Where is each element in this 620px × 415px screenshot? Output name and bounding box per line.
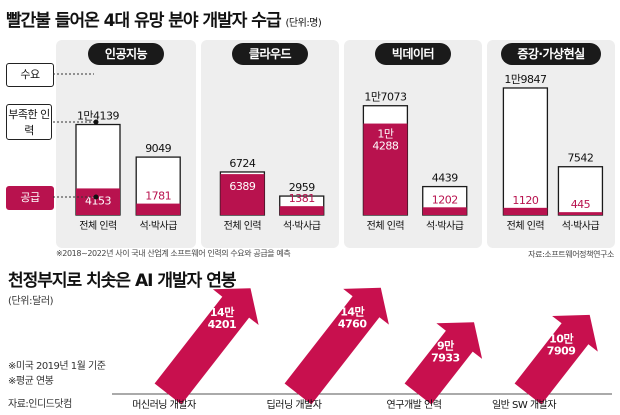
demand-label: 6724 xyxy=(229,157,255,170)
supply-bar xyxy=(363,123,408,215)
salary-note-2: ※평균 연봉 xyxy=(8,376,54,387)
supply-label: 4153 xyxy=(85,194,111,207)
supply-bar xyxy=(503,207,548,215)
salary-note-1: ※미국 2019년 1월 기준 xyxy=(8,361,106,372)
salary-title: 천정부지로 치솟은 AI 개발자 연봉 xyxy=(8,271,236,291)
panel-title-ai: 인공지능 xyxy=(88,43,164,65)
supply-bar xyxy=(220,174,265,215)
chart-title: 빨간불 들어온 4대 유망 분야 개발자 수급 (단위:명) xyxy=(6,6,322,31)
supply-label: 1120 xyxy=(512,194,538,207)
legend-shortage: 부족한 인력 xyxy=(6,104,52,140)
salary-category-label: 일반 SW 개발자 xyxy=(492,399,556,411)
supply-label: 445 xyxy=(571,198,591,211)
demand-label: 7542 xyxy=(567,152,593,165)
legend-demand: 수요 xyxy=(6,63,54,87)
demand-label: 2959 xyxy=(289,181,315,194)
salary-unit: (단위:달러) xyxy=(8,296,54,307)
salary-arrow xyxy=(284,287,389,405)
supply-label: 1781 xyxy=(145,190,171,203)
source: 자료:소프트웨어정책연구소 xyxy=(528,250,614,259)
salary-category-label: 연구개발 인력 xyxy=(387,399,442,411)
salary-value-label: 9만 7933 xyxy=(431,339,460,365)
salary-arrow xyxy=(514,314,598,405)
unit-label: (단위:명) xyxy=(285,18,322,29)
category-label: 전체 인력 xyxy=(79,220,116,232)
supply-bar xyxy=(136,203,181,215)
panel-title-cloud: 클라우드 xyxy=(232,43,308,65)
category-label: 전체 인력 xyxy=(224,220,261,232)
salary-category-label: 머신러닝 개발자 xyxy=(132,399,196,411)
legend-supply-dot xyxy=(93,194,99,200)
demand-label: 4439 xyxy=(432,172,458,185)
legend-supply: 공급 xyxy=(6,186,54,210)
supply-label: 1202 xyxy=(432,193,458,206)
supply-bar xyxy=(76,188,120,215)
supply-bar xyxy=(558,212,603,215)
demand-label: 1만9847 xyxy=(504,73,547,86)
supply-label: 1만 4288 xyxy=(372,128,398,153)
title-text: 빨간불 들어온 4대 유망 분야 개발자 수급 xyxy=(6,11,282,31)
demand-bar xyxy=(502,87,549,216)
supply-bar xyxy=(422,207,467,215)
panel-title-bigdata: 빅데이터 xyxy=(375,43,451,65)
salary-value-label: 10만 7909 xyxy=(547,331,576,357)
demand-label: 1만4139 xyxy=(77,110,120,123)
salary-value-label: 14만 4201 xyxy=(208,305,237,331)
supply-bar xyxy=(279,206,324,215)
legend-shortage-dot xyxy=(93,119,99,125)
demand-label: 9049 xyxy=(145,142,171,155)
supply-label: 6389 xyxy=(229,180,255,193)
salary-arrow xyxy=(154,288,259,405)
salary-value-label: 14만 4760 xyxy=(338,304,367,330)
demand-label: 1만7073 xyxy=(364,91,407,104)
category-label: 석·박사급 xyxy=(283,220,321,232)
category-label: 석·박사급 xyxy=(139,220,177,232)
category-label: 석·박사급 xyxy=(426,220,464,232)
salary-arrow xyxy=(404,322,483,405)
salary-source: 자료:인디드닷컴 xyxy=(8,399,72,410)
footnote: ※2018~2022년 사이 국내 산업계 소프트웨어 인력의 수요와 공급을 … xyxy=(56,249,291,258)
salary-category-label: 딥러닝 개발자 xyxy=(267,399,322,411)
category-label: 전체 인력 xyxy=(367,220,404,232)
category-label: 석·박사급 xyxy=(562,220,600,232)
category-label: 전체 인력 xyxy=(507,220,544,232)
supply-label: 1381 xyxy=(289,192,315,205)
panel-title-ar-vr: 증강·가상현실 xyxy=(501,43,601,65)
